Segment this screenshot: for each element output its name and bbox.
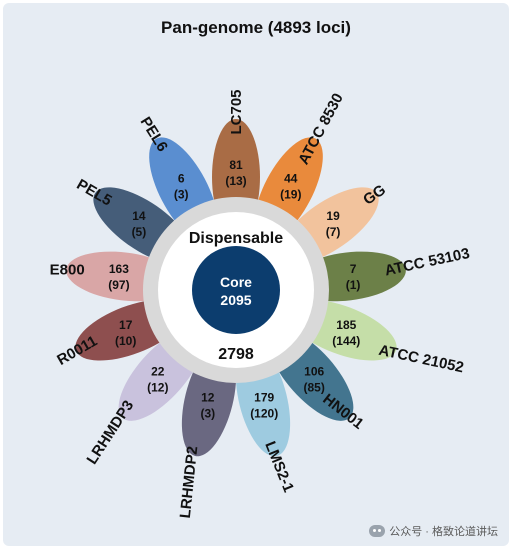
strain-label: LRHMDP2 xyxy=(177,445,201,519)
petal-count: 185 xyxy=(336,318,356,332)
petal-count: 6 xyxy=(178,172,185,186)
petal-unique-count: (5) xyxy=(132,225,147,239)
petal-count: 22 xyxy=(151,364,165,378)
petal-unique-count: (144) xyxy=(332,334,360,348)
petal-count: 106 xyxy=(304,364,324,378)
petal-count: 179 xyxy=(254,391,274,405)
dispensable-count: 2798 xyxy=(218,346,254,363)
petal-unique-count: (85) xyxy=(304,380,325,394)
strain-label: LRHMDP3 xyxy=(84,397,138,467)
petal-unique-count: (3) xyxy=(200,407,215,421)
petal-count: 17 xyxy=(119,318,133,332)
petal-unique-count: (1) xyxy=(346,278,361,292)
petal-count: 163 xyxy=(109,262,129,276)
wechat-icon xyxy=(369,525,386,537)
petal-count: 7 xyxy=(350,262,357,276)
petal-unique-count: (7) xyxy=(326,225,341,239)
core-circle xyxy=(192,246,280,334)
petal-count: 44 xyxy=(284,172,298,186)
strain-label: ATCC 21052 xyxy=(377,342,465,377)
core-count: 2095 xyxy=(220,292,251,308)
strain-label: LMS2-1 xyxy=(261,439,297,495)
strain-label: LC705 xyxy=(228,89,245,134)
watermark-text: 公众号 · 格致论道讲坛 xyxy=(389,526,498,538)
petal-unique-count: (12) xyxy=(147,380,168,394)
strain-label: E800 xyxy=(50,262,85,279)
dispensable-label: Dispensable xyxy=(189,230,283,247)
petal-unique-count: (19) xyxy=(280,188,301,202)
strain-label: PEL6 xyxy=(137,114,171,155)
figure-title: Pan-genome (4893 loci) xyxy=(161,18,351,37)
petal-unique-count: (13) xyxy=(225,174,246,188)
petal-unique-count: (120) xyxy=(250,407,278,421)
watermark: 公众号 · 格致论道讲坛 xyxy=(369,523,498,539)
core-label: Core xyxy=(220,274,252,290)
strain-label: R0011 xyxy=(54,333,100,369)
petal-count: 19 xyxy=(326,209,340,223)
petal-count: 81 xyxy=(229,158,243,172)
petal-unique-count: (97) xyxy=(108,278,129,292)
petal-count: 12 xyxy=(201,391,215,405)
strain-label: ATCC 53103 xyxy=(383,245,471,280)
petal-unique-count: (3) xyxy=(174,188,189,202)
petal-count: 14 xyxy=(132,209,146,223)
petal-unique-count: (10) xyxy=(115,334,136,348)
